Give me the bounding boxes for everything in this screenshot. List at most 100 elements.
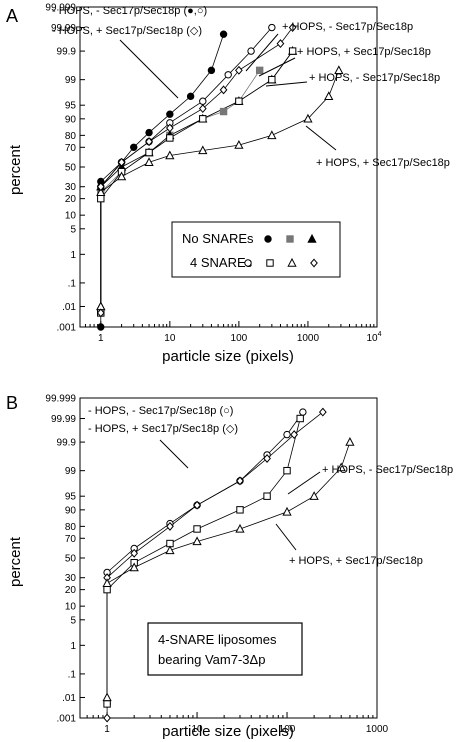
b-x-tick-label: 10: [191, 724, 203, 735]
panel-a-series-lines: [100, 27, 340, 327]
panel-b-annotation-1: - HOPS, - Sec17p/Sec18p (○): [88, 405, 233, 417]
panel-b-x-ticks: 1 10 100 1000: [79, 712, 389, 735]
b-point-open-diamond: [130, 548, 139, 558]
a-point-open-square: [268, 75, 276, 84]
b-y-tick-label: .01: [62, 693, 76, 704]
panel-b-leader-4: [275, 523, 297, 551]
panel-b-leader-1: [159, 439, 189, 469]
a-point-filled-circle: [219, 30, 228, 38]
a-point-open-square: [235, 97, 243, 105]
panel-a-y-ticks: 99.99999.9999.999959080705030201051.1.01…: [45, 3, 85, 334]
b-y-tick-label: 5: [70, 615, 76, 626]
a-point-open-diamond: [117, 157, 126, 167]
panel-b-y-ticks: 99.99999.9999.999959080705030201051.1.01…: [45, 394, 85, 725]
b-y-tick-label: .1: [68, 669, 77, 680]
a-y-tick-label: 99.999: [45, 3, 76, 14]
b-y-tick-label: 95: [65, 492, 77, 503]
panel-b-annotation-3: + HOPS, - Sec17p/Sec18p: [322, 464, 453, 476]
panel-a-legend-row-1-label: No SNAREs: [182, 231, 254, 246]
panel-a-annotation-2: - HOPS, + Sec17p/Sec18p (◇): [52, 25, 202, 37]
a-point-open-triangle: [198, 145, 208, 155]
a-point-open-circle: [199, 97, 207, 105]
panel-a-leader-5: [265, 81, 308, 87]
legend-marker-open-circle: [244, 259, 252, 267]
a-y-tick-label: 80: [65, 131, 77, 142]
a-point-open-diamond: [145, 137, 153, 147]
a-point-open-diamond: [219, 85, 228, 95]
b-point-open-diamond: [166, 521, 174, 531]
a-y-tick-label: 10: [65, 211, 77, 222]
a-point-open-diamond: [288, 23, 297, 32]
a-point-open-diamond: [276, 39, 285, 49]
b-y-tick-label: 99.999: [45, 394, 76, 405]
panel-b-data-points: [102, 407, 355, 723]
a-point-open-triangle: [144, 157, 154, 166]
b-y-tick-label: 70: [65, 534, 77, 545]
panel-a-y-axis-label: percent: [7, 144, 24, 195]
a-point-open-triangle: [334, 65, 344, 75]
panel-a-legend-markers: [244, 233, 318, 268]
a-x-tick-label: 1000: [297, 333, 320, 344]
a-point-open-triangle: [303, 113, 313, 123]
panel-a-annotation-6: + HOPS, + Sec17p/Sec18p: [316, 157, 450, 169]
b-point-open-diamond: [236, 476, 244, 486]
b-point-open-triangle: [235, 523, 245, 533]
b-point-open-square: [193, 525, 201, 533]
panel-b-note-line-1: 4-SNARE liposomes: [158, 632, 277, 647]
legend-marker-open-triangle: [287, 257, 297, 267]
panel-b-x-axis-label: particle size (pixels): [162, 723, 294, 740]
a-y-tick-label: 20: [65, 194, 77, 205]
a-point-open-diamond: [96, 182, 105, 192]
b-point-open-square: [283, 466, 291, 475]
a-point-filled-square: [255, 66, 264, 75]
panel-a-x-ticks: 1 10 100 1000 104: [79, 321, 382, 344]
panel-a-annotation-5: + HOPS, - Sec17p/Sec18p: [309, 72, 440, 84]
legend-marker-filled-triangle: [307, 233, 317, 243]
a-point-open-diamond: [96, 308, 105, 318]
b-y-tick-label: 90: [65, 505, 77, 516]
a-point-filled-square: [219, 107, 228, 116]
a-point-open-square: [288, 47, 297, 55]
b-point-open-square: [296, 414, 304, 423]
b-point-open-triangle: [192, 536, 202, 546]
b-point-open-triangle: [102, 692, 112, 702]
a-y-tick-label: .1: [68, 278, 77, 289]
b-point-open-triangle: [282, 506, 292, 516]
b-point-open-diamond: [318, 407, 327, 417]
a-x-tick-label: 1: [98, 333, 104, 344]
a-point-open-circle: [268, 23, 276, 32]
a-y-tick-label: 99.99: [51, 23, 76, 34]
b-y-tick-label: 50: [65, 554, 77, 565]
panel-b-annotation-4: + HOPS, + Sec17p/Sec18p: [289, 555, 423, 567]
b-point-open-square: [236, 506, 244, 514]
a-point-open-diamond: [235, 65, 243, 75]
b-point-open-triangle: [129, 562, 139, 572]
a-y-tick-label: 5: [70, 224, 76, 235]
a-point-open-diamond: [165, 123, 174, 133]
panel-a-data-points: [96, 23, 344, 331]
a-y-tick-label: 30: [65, 182, 77, 193]
b-point-open-square: [263, 492, 271, 500]
legend-marker-open-square: [266, 259, 274, 267]
a-y-tick-label: 99.9: [57, 47, 77, 58]
a-y-tick-label: 50: [65, 163, 77, 174]
panel-b-note-line-2: bearing Vam7-3Δp: [158, 652, 265, 667]
b-y-tick-label: 99.99: [51, 414, 76, 425]
b-point-open-circle: [299, 408, 307, 416]
panel-b-y-axis-label: percent: [7, 536, 24, 587]
b-x-tick-label: 1000: [366, 724, 389, 735]
b-y-tick-label: 30: [65, 573, 77, 584]
b-y-tick-label: 80: [65, 522, 77, 533]
a-y-tick-label: 1: [70, 250, 76, 261]
b-point-open-diamond: [263, 454, 271, 463]
a-point-filled-circle: [166, 110, 174, 118]
a-y-tick-label: .001: [57, 323, 77, 334]
b-point-open-square: [103, 585, 111, 594]
b-point-open-triangle: [345, 437, 355, 446]
b-x-tick-label: 1: [104, 724, 110, 735]
a-x-tick-label: 104: [366, 331, 381, 344]
b-y-tick-label: 99.9: [57, 438, 77, 449]
a-point-filled-circle: [145, 128, 153, 137]
a-point-open-triangle: [165, 150, 175, 160]
panel-a-leader-1: [119, 39, 179, 99]
